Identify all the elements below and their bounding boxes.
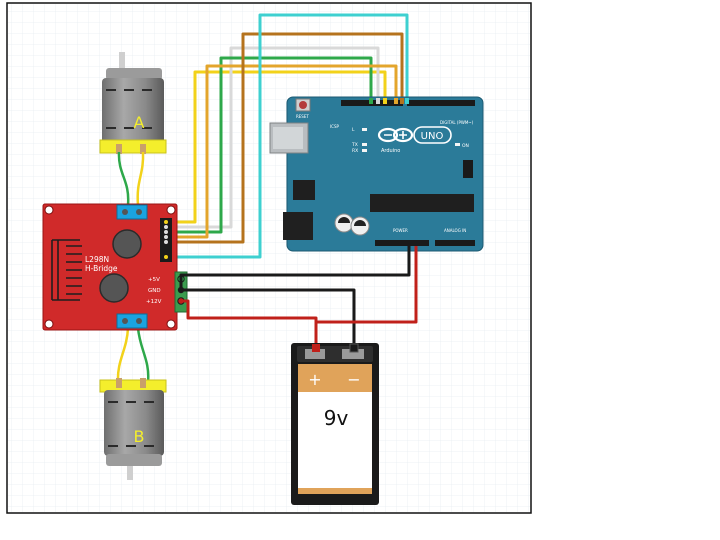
power-header [375, 240, 429, 246]
wire-orange-signal [172, 64, 398, 239]
wire-green-signal [172, 56, 373, 234]
signal-header [160, 218, 172, 262]
uno-label: UNO [421, 131, 444, 142]
motor-b-leads [116, 327, 150, 383]
signal-wires [172, 13, 409, 259]
motor-b-label: B [134, 427, 145, 446]
wire-red-arduino [316, 246, 418, 324]
driver-label-line2: H-Bridge [85, 264, 118, 273]
digital-label: DIGITAL (PWM~) [440, 120, 474, 125]
arduino-logo [377, 126, 452, 144]
on-label: ON [462, 143, 469, 149]
battery-minus-label: − [347, 370, 360, 389]
wire-black-gnd-battery [181, 288, 356, 348]
wire-red-12v [181, 299, 318, 348]
reset-label: RESET [296, 114, 309, 119]
motor-a[interactable]: A [99, 52, 167, 154]
wire-brown-signal [172, 32, 404, 244]
tx-label: TX [351, 142, 358, 148]
battery-leads [312, 343, 359, 353]
pin-12v-label: +12V [146, 299, 162, 305]
battery-voltage-label: 9v [324, 406, 349, 430]
pin-caps [369, 98, 409, 104]
icsp-header [463, 160, 473, 178]
atmega-chip [370, 194, 474, 212]
dc-jack [283, 212, 313, 240]
motor-b-terminal [116, 313, 148, 329]
wire-black-gnd-arduino [179, 246, 411, 290]
battery-9v[interactable]: + − 9v [291, 343, 379, 505]
chip [293, 180, 315, 200]
motor-a-leads [117, 151, 145, 206]
capacitor [99, 273, 129, 303]
brand-label: Arduino [381, 148, 400, 154]
analog-header [435, 240, 475, 246]
power-wires [179, 246, 418, 354]
power-label: POWER [393, 228, 408, 233]
battery-plus-label: + [308, 370, 321, 389]
wire-cyan-signal [172, 13, 409, 259]
analog-label: ANALOG IN [444, 228, 466, 233]
driver-label-line1: L298N [85, 255, 109, 264]
arduino-uno[interactable]: RESET ICSP DIGITAL (PWM~) UNO Arduino L … [269, 96, 484, 252]
pin-gnd-label: GND [148, 288, 161, 294]
heatsink [51, 239, 82, 301]
motor-a-terminal [116, 204, 148, 220]
capacitor [112, 229, 142, 259]
motor-b[interactable]: B [99, 378, 167, 480]
motor-a-label: A [134, 113, 145, 132]
wire-yellow-signal [172, 70, 387, 224]
l298n-driver[interactable]: L298N H-Bridge +5V GND +12V [42, 203, 188, 331]
icsp-label: ICSP [330, 124, 340, 129]
pin-5v-label: +5V [148, 277, 160, 283]
l-label: L [352, 127, 355, 133]
rx-label: RX [352, 148, 358, 154]
canvas-frame [6, 2, 532, 514]
